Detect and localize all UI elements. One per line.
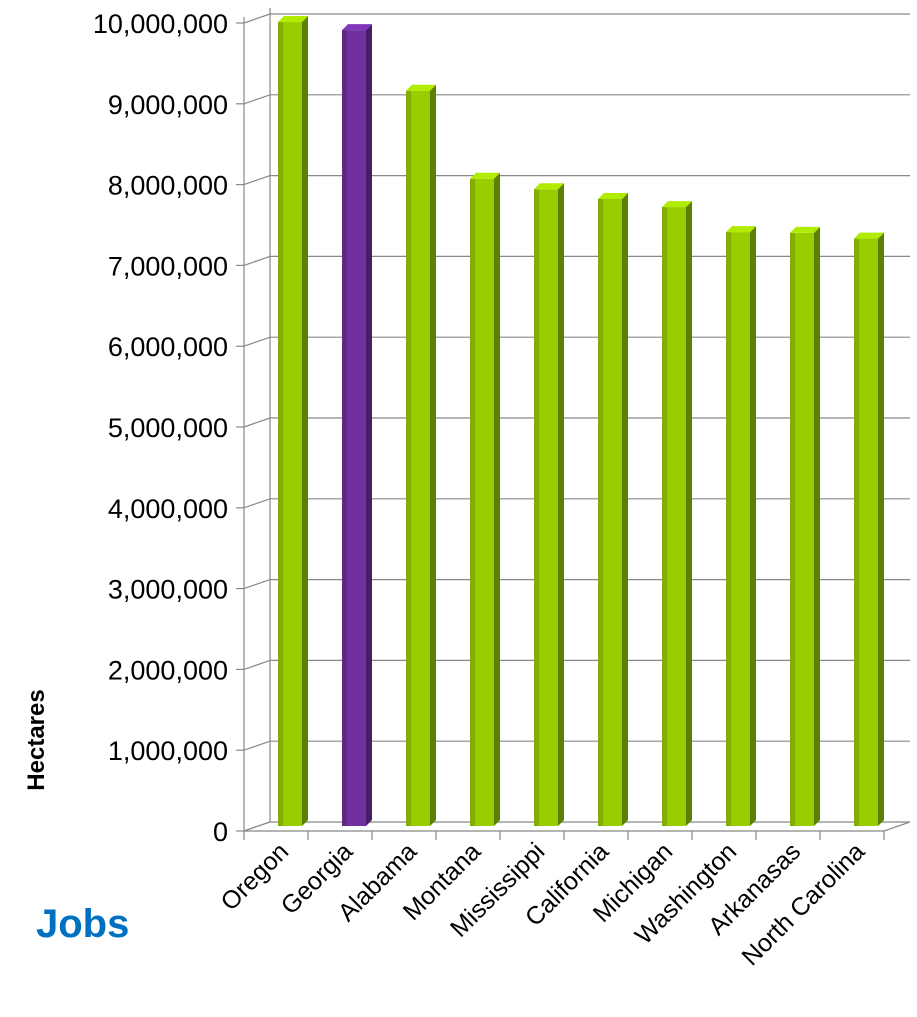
bar-top (342, 24, 372, 31)
bar-alabama (406, 84, 436, 827)
gridline-depth (243, 175, 271, 186)
gridline-depth (243, 498, 271, 509)
gridline-depth (243, 417, 271, 428)
bar-side (878, 232, 884, 827)
bar-side (558, 183, 564, 826)
y-tick-label: 4,000,000 (108, 494, 228, 524)
y-tick-label: 10,000,000 (93, 9, 228, 39)
bar-california (598, 192, 628, 826)
bar-top (598, 192, 628, 199)
y-tick-labels: 0 1,000,000 2,000,000 3,000,000 4,000,000 5,0… (93, 9, 228, 847)
bar-side (366, 24, 372, 827)
bar-shade (662, 207, 667, 826)
y-tick-label: 7,000,000 (108, 251, 228, 281)
y-tick-label: 2,000,000 (108, 655, 228, 685)
bar-michigan (662, 201, 692, 826)
bar-side (750, 226, 756, 826)
y-axis-label: Hectares (23, 689, 50, 790)
y-tick-label: 8,000,000 (108, 171, 228, 201)
y-tick-label: 3,000,000 (108, 575, 228, 605)
bar-side (430, 84, 436, 827)
gridline-depth (243, 94, 271, 105)
gridline-depth (243, 13, 271, 24)
bar-north-carolina (854, 232, 884, 827)
jobs-label: Jobs (36, 902, 129, 946)
y-tick-label: 1,000,000 (108, 736, 228, 766)
bar-montana (470, 172, 500, 827)
bar-top (406, 84, 436, 91)
gridline-depth (243, 740, 271, 751)
bar-shade (790, 232, 795, 827)
bar-top (726, 226, 756, 233)
bar-arkanasas (790, 226, 820, 827)
bar-washington (726, 226, 756, 826)
bar-shade (854, 238, 859, 827)
bar-side (622, 192, 628, 826)
bar-top (662, 201, 692, 208)
y-tick-label: 6,000,000 (108, 332, 228, 362)
gridline-depth (243, 336, 271, 347)
bar-shade (726, 232, 731, 826)
bar-shade (278, 22, 283, 827)
bar-oregon (278, 16, 308, 827)
bar-top (790, 226, 820, 233)
gridline-depth (243, 579, 271, 590)
bar-top (854, 232, 884, 239)
bar-side (814, 226, 820, 827)
bar-georgia (342, 24, 372, 827)
bar-shade (470, 178, 475, 827)
bar-top (278, 16, 308, 23)
bar-shade (598, 198, 603, 826)
bar-top (534, 183, 564, 190)
bar-shade (534, 189, 539, 826)
y-tick-label: 0 (213, 817, 228, 847)
gridline-depth (243, 659, 271, 670)
bars (278, 16, 884, 827)
bar-side (686, 201, 692, 826)
bar-shade (342, 30, 347, 827)
x-category-labels: OregonGeorgiaAlabamaMontanaMississippiCa… (215, 837, 870, 971)
y-tick-label: 9,000,000 (108, 90, 228, 120)
bar-shade (406, 90, 411, 827)
gridline-depth (243, 255, 271, 266)
bar-side (494, 172, 500, 827)
y-tick-label: 5,000,000 (108, 413, 228, 443)
bar-side (302, 16, 308, 827)
bar-top (470, 172, 500, 179)
bar-mississippi (534, 183, 564, 826)
